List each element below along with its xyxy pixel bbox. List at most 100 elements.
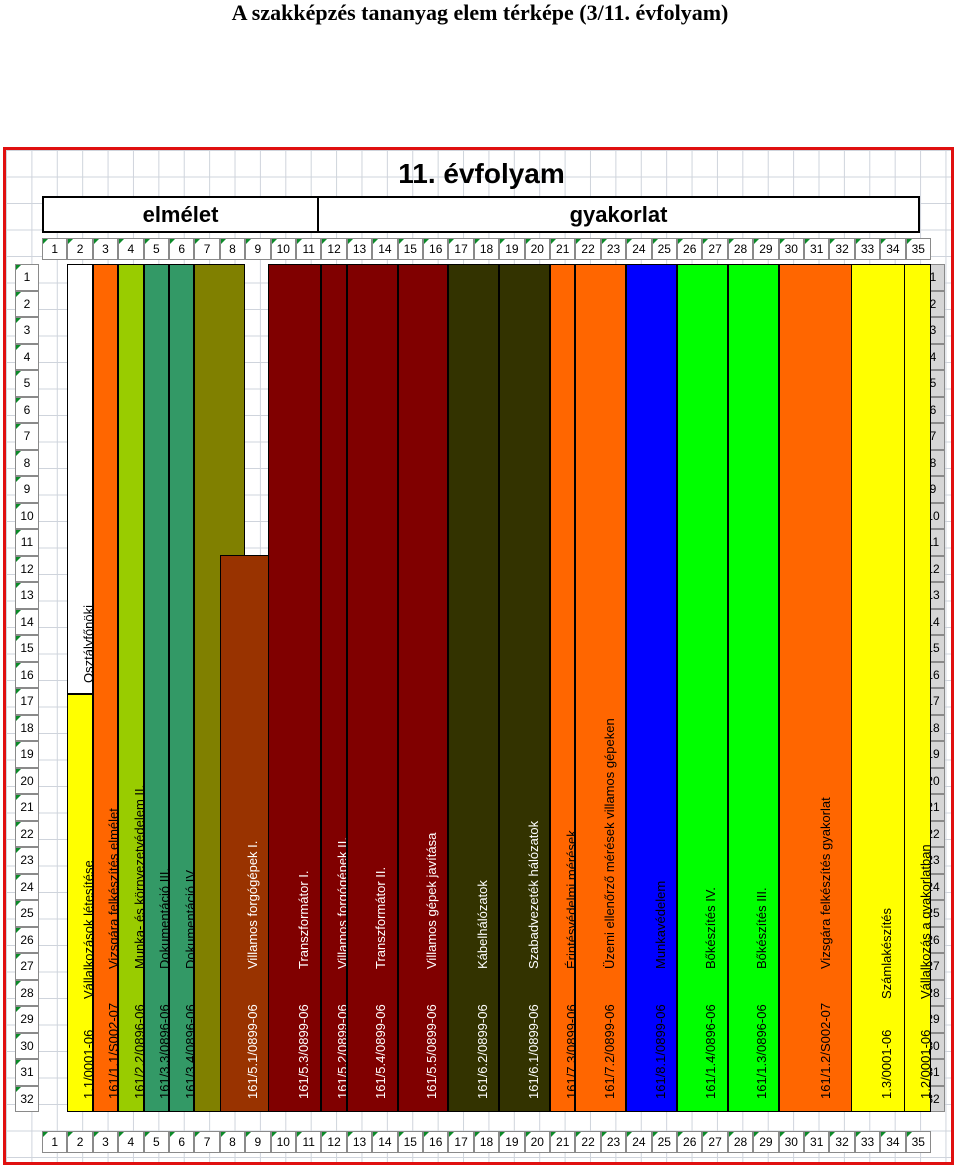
subject-block-bokeszites3: 161/1.3/0896-06 Bőkészítés III.	[727, 264, 779, 1112]
column-number-top-8: 8	[219, 238, 246, 260]
column-number-top-19: 19	[499, 238, 525, 260]
theory-header: elmélet	[42, 196, 319, 233]
row-number-left-19: 19	[15, 741, 39, 768]
column-number-top-30: 30	[778, 238, 804, 260]
block-label: Villamos forgógépek II.	[335, 836, 347, 969]
block-label: Üzemi ellenőrző mérések villamos gépeken	[601, 717, 617, 969]
column-number-top-14: 14	[372, 238, 398, 260]
column-number-bottom-5: 5	[143, 1131, 169, 1153]
row-number-left-20: 20	[15, 767, 39, 794]
column-number-top-35: 35	[905, 238, 931, 260]
column-number-top-29: 29	[753, 238, 779, 260]
column-number-bottom-34: 34	[880, 1131, 906, 1153]
block-label: Dokumentáció IV.	[182, 867, 195, 969]
block-label: Villamos gépek javítása	[423, 832, 439, 969]
subject-block-vizsga-elmelet: 161/1.1/S002-07 Vizsgára felkészítés elmé…	[92, 264, 119, 1112]
column-number-bottom-31: 31	[804, 1131, 830, 1153]
column-number-top-10: 10	[270, 238, 296, 260]
row-number-left-24: 24	[15, 873, 39, 900]
block-code: 161/5.3/0899-06	[295, 1004, 311, 1099]
subject-block-uzemi: 161/7.2/0899-06 Üzemi ellenőrző mérések v…	[575, 264, 627, 1112]
column-number-top-32: 32	[829, 238, 855, 260]
subject-block-dok4: 161/3.4/0896-06 Dokumentáció IV.	[169, 264, 195, 1112]
block-code: 161/3.4/0896-06	[182, 1004, 195, 1099]
subject-block-gepjavitas: 161/5.5/0899-06 Villamos gépek javítása	[397, 264, 449, 1112]
column-number-bottom-10: 10	[270, 1131, 296, 1153]
row-number-left-11: 11	[15, 529, 39, 556]
block-label: Villamos forgógépek I.	[245, 840, 261, 969]
column-number-top-16: 16	[423, 238, 449, 260]
block-code: 1.2/0001-06	[918, 1029, 931, 1099]
subject-block-dok3: 161/3.3/0896-06 Dokumentáció III.	[143, 264, 169, 1112]
subject-block-transz2: 161/5.4/0899-06 Transzformátor II.	[346, 264, 398, 1112]
block-label: Érintésvédelmi mérések	[563, 829, 576, 969]
block-label: Vállalkozások létesítése	[81, 859, 93, 999]
column-number-top-9: 9	[245, 238, 271, 260]
row-number-left-13: 13	[15, 582, 39, 609]
column-number-bottom-13: 13	[346, 1131, 373, 1153]
subject-block-forgogep2: 161/5.2/0899-06 Villamos forgógépek II.	[321, 264, 347, 1112]
column-number-bottom-8: 8	[219, 1131, 246, 1153]
subject-block-vizsga-gyakorlat: 161/1.2/S002-07 Vizsgára felkészítés gyak…	[778, 264, 855, 1112]
column-number-bottom-3: 3	[92, 1131, 119, 1153]
column-number-bottom-9: 9	[245, 1131, 271, 1153]
column-number-bottom-19: 19	[499, 1131, 525, 1153]
subject-block-munka-kornyezet: 161/2.2/0896-06 Munka- és környezetvédele…	[118, 264, 144, 1112]
block-label: Vizsgára felkészítés elmélet	[106, 807, 119, 969]
column-number-bottom-2: 2	[67, 1131, 93, 1153]
column-number-top-34: 34	[880, 238, 906, 260]
column-number-top-7: 7	[194, 238, 220, 260]
column-number-bottom-12: 12	[321, 1131, 347, 1153]
block-code: 161/6.1/0899-06	[525, 1004, 541, 1099]
row-number-left-9: 9	[15, 476, 39, 503]
column-number-top-26: 26	[677, 238, 703, 260]
block-code: 161/5.2/0899-06	[335, 1004, 347, 1099]
column-number-bottom-7: 7	[194, 1131, 220, 1153]
block-label: Kábelhálózatok	[474, 879, 490, 969]
column-number-top-4: 4	[118, 238, 144, 260]
block-code: 161/1.4/0896-06	[703, 1004, 719, 1099]
row-number-left-16: 16	[15, 661, 39, 688]
row-number-left-8: 8	[15, 449, 39, 476]
column-number-bottom-15: 15	[397, 1131, 423, 1153]
row-number-left-5: 5	[15, 370, 39, 397]
row-number-left-32: 32	[15, 1085, 39, 1112]
block-code: 161/5.1/0899-06	[245, 1004, 261, 1099]
column-number-top-33: 33	[854, 238, 881, 260]
block-code: 1.1/0001-06	[81, 1029, 93, 1099]
column-number-top-20: 20	[524, 238, 550, 260]
row-number-left-12: 12	[15, 555, 39, 582]
page-title: A szakképzés tananyag elem térképe (3/11…	[231, 0, 729, 25]
column-number-top-23: 23	[600, 238, 627, 260]
block-label: Vállalkozás a gyakorlatban	[918, 843, 931, 999]
block-code: 161/7.3/0899-06	[563, 1004, 576, 1099]
column-number-top-13: 13	[346, 238, 373, 260]
subject-block-vallalkozas: 1.1/0001-06 Vállalkozások létesítése	[67, 694, 93, 1112]
block-label: Dokumentáció III.	[157, 867, 169, 969]
column-number-bottom-4: 4	[118, 1131, 144, 1153]
column-number-top-17: 17	[448, 238, 474, 260]
year-title: 11. évfolyam	[398, 158, 565, 189]
column-number-bottom-20: 20	[524, 1131, 550, 1153]
block-code: 161/7.2/0899-06	[601, 1004, 617, 1099]
row-number-left-30: 30	[15, 1032, 39, 1059]
column-number-top-25: 25	[651, 238, 677, 260]
subject-block-szamlakeszites: 1.3/0001-06 Számlakészítés	[850, 264, 906, 1112]
row-number-left-29: 29	[15, 1006, 39, 1033]
column-number-top-21: 21	[550, 238, 576, 260]
row-number-left-25: 25	[15, 900, 39, 927]
row-number-left-7: 7	[15, 423, 39, 450]
column-number-bottom-18: 18	[473, 1131, 500, 1153]
column-number-top-18: 18	[473, 238, 500, 260]
row-number-left-17: 17	[15, 688, 39, 715]
row-number-left-6: 6	[15, 396, 39, 423]
block-label: Transzformátor II.	[373, 866, 389, 969]
row-number-left-27: 27	[15, 953, 39, 980]
column-number-top-15: 15	[397, 238, 423, 260]
row-number-left-2: 2	[15, 290, 39, 317]
subject-block-erintesvedelmi: 161/7.3/0899-06 Érintésvédelmi mérések	[550, 264, 576, 1112]
subject-block-osztalyfonoki: Osztályfőnöki	[67, 264, 93, 694]
subject-block-vallalkozas-gyak: 1.2/0001-06 Vállalkozás a gyakorlatban	[903, 264, 931, 1112]
block-label: Szabadvezeték hálózatok	[525, 820, 541, 969]
column-number-bottom-32: 32	[829, 1131, 855, 1153]
